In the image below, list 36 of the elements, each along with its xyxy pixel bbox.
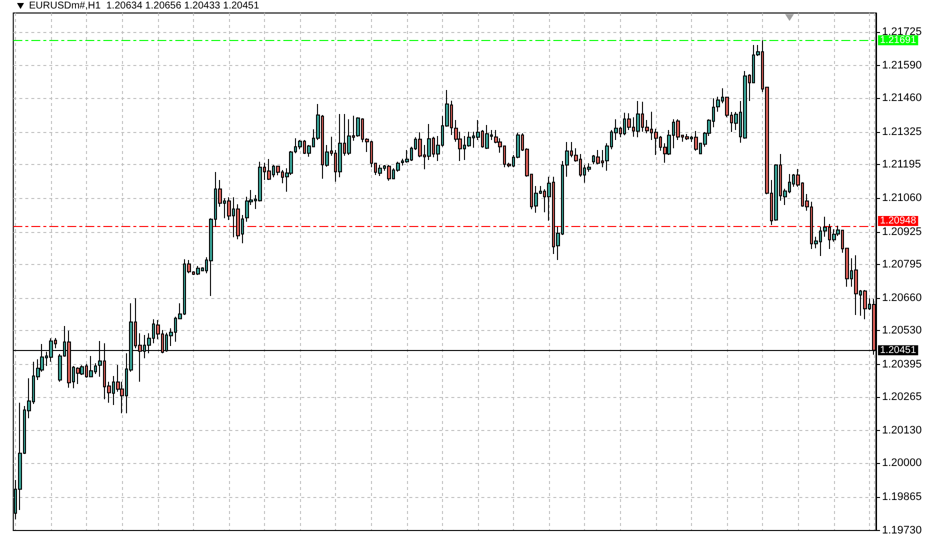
y-tick-label: 1.21325	[882, 126, 922, 138]
candlestick	[76, 366, 80, 384]
candlestick	[485, 124, 489, 150]
y-tick-label: 1.20130	[882, 424, 922, 436]
candlestick	[267, 158, 271, 180]
y-tick-label: 1.20660	[882, 292, 922, 304]
candlestick	[338, 114, 342, 178]
chart-title: EURUSDm#,H1 1.20634 1.20656 1.20433 1.20451	[29, 0, 260, 12]
ref-line-label: 1.20948	[880, 216, 917, 226]
y-tick-label: 1.21195	[882, 158, 921, 170]
y-tick-label: 1.20530	[882, 324, 922, 336]
y-tick-label: 1.20265	[882, 390, 922, 403]
candlestick	[378, 164, 382, 176]
candlestick	[863, 290, 867, 320]
candlestick	[196, 266, 200, 276]
candlestick	[298, 140, 302, 150]
y-tick-label: 1.19865	[882, 490, 922, 503]
candlestick	[685, 134, 689, 140]
candlestick	[596, 150, 600, 165]
candlestick	[387, 164, 391, 182]
y-tick-label: 1.19730	[882, 524, 922, 536]
candlestick	[636, 100, 640, 138]
y-tick-label: 1.20925	[882, 226, 922, 238]
candlestick	[405, 150, 409, 164]
y-tick-label: 1.20395	[882, 358, 922, 370]
y-tick-label: 1.21590	[882, 60, 922, 72]
y-tick-label: 1.21460	[882, 92, 922, 104]
ref-line-label: 1.20451	[880, 344, 917, 356]
candlestick	[694, 130, 698, 152]
candlestick	[89, 356, 93, 378]
y-tick-label: 1.20000	[882, 457, 922, 469]
candlestick	[854, 254, 858, 316]
y-tick-label: 1.21060	[882, 192, 922, 204]
ref-line-label: 1.21691	[880, 34, 917, 46]
candlestick	[743, 70, 747, 140]
y-tick-label: 1.20795	[882, 258, 922, 270]
